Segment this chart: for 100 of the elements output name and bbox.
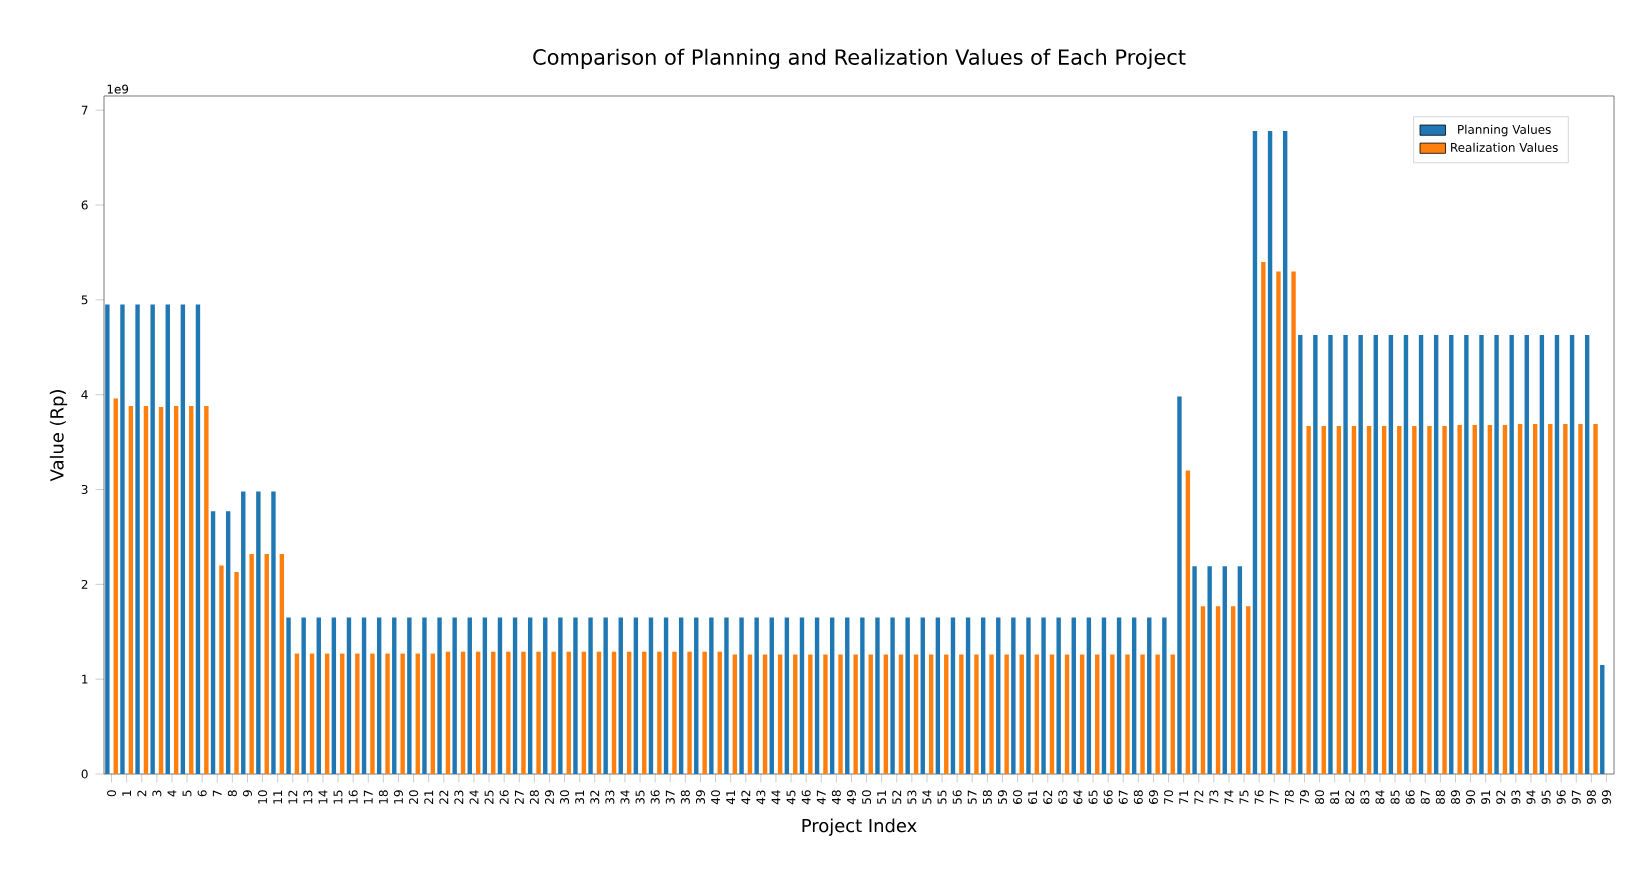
chart-title: Comparison of Planning and Realization Values of Each Project [533,48,1186,69]
bar [989,654,994,774]
bar [980,617,986,774]
bar [234,572,239,774]
bar [581,651,587,774]
bar [663,617,669,774]
bar [1185,470,1191,774]
bar [687,651,692,774]
bar [890,617,895,774]
bar [204,406,209,774]
bar [1261,261,1266,774]
bar [672,651,677,774]
bar [1252,131,1258,774]
bar [294,653,300,774]
bar [747,654,753,774]
bar [1079,654,1085,774]
bar [301,617,306,774]
bar [392,617,397,774]
bar [1147,617,1152,774]
bar [361,617,367,774]
bar [467,617,472,774]
bar [1351,425,1357,774]
bar [400,653,405,774]
bar [1532,424,1538,774]
bar [316,617,321,774]
bar [543,617,548,774]
bar [633,617,639,774]
bar [475,651,481,774]
bar [309,653,315,774]
bar [210,511,216,774]
bar [996,617,1001,774]
bar [596,651,602,774]
bar [1162,617,1167,774]
bar [898,654,904,774]
bar [120,304,125,774]
bar [1116,617,1122,774]
bar [340,653,345,774]
bar [739,617,744,774]
bar [1110,654,1115,774]
bar [1267,131,1273,774]
bar [1306,425,1311,774]
bar [1593,424,1598,774]
bar [1427,425,1432,774]
bar [1064,654,1070,774]
bar [536,651,541,774]
bar [195,304,201,774]
bar [452,617,457,774]
bar [264,554,269,774]
bar [1517,424,1523,774]
bar [1207,566,1212,774]
bar [1071,617,1076,774]
bar [1479,334,1484,774]
bar [1101,617,1107,774]
bar [1509,334,1514,774]
bar [1554,334,1560,774]
bar [506,651,511,774]
bar [1539,334,1545,774]
bar [512,617,518,774]
x-axis-title: Project Index [802,818,917,836]
bar [225,511,231,774]
bar [1140,654,1145,774]
bar [1548,424,1553,774]
bar [331,617,337,774]
bar [974,654,979,774]
bar [709,617,714,774]
bar [241,491,246,774]
bar [732,654,738,774]
bar [286,617,291,774]
bar [657,651,662,774]
bar [1336,425,1342,774]
bar [1563,424,1568,774]
bar [717,651,722,774]
bar [1569,334,1575,774]
bar [1222,566,1227,774]
bar [1343,334,1348,774]
bar [1034,654,1040,774]
bar [1366,425,1372,774]
bar [219,565,224,774]
bar [793,654,798,774]
bar [1578,424,1583,774]
bar [1472,425,1477,774]
bar [1464,334,1469,774]
bar [853,654,858,774]
bar [385,653,390,774]
bar [603,617,608,774]
bar [1442,425,1447,774]
bar [1313,334,1318,774]
bar [626,651,632,774]
bar [1388,334,1394,774]
bar [1457,425,1462,774]
bar [1041,617,1046,774]
bar [346,617,352,774]
bar [618,617,623,774]
bar [883,654,889,774]
bar [611,651,617,774]
bar [1487,425,1493,774]
bar [678,617,684,774]
bar [920,617,925,774]
bar [1026,617,1031,774]
bar [838,654,843,774]
